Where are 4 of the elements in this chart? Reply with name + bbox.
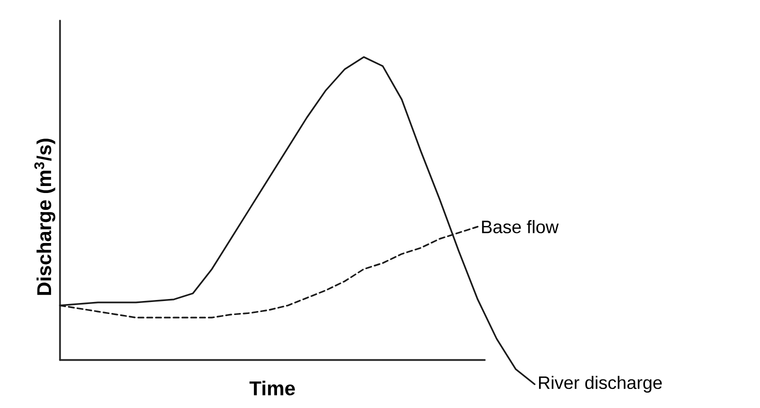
x-axis-title: Time [249, 380, 295, 396]
y-axis-title: Discharge (m$^{3}$/s) [34, 138, 56, 295]
series-label: River discharge [539, 376, 662, 393]
series-label: Base flow [482, 220, 559, 234]
